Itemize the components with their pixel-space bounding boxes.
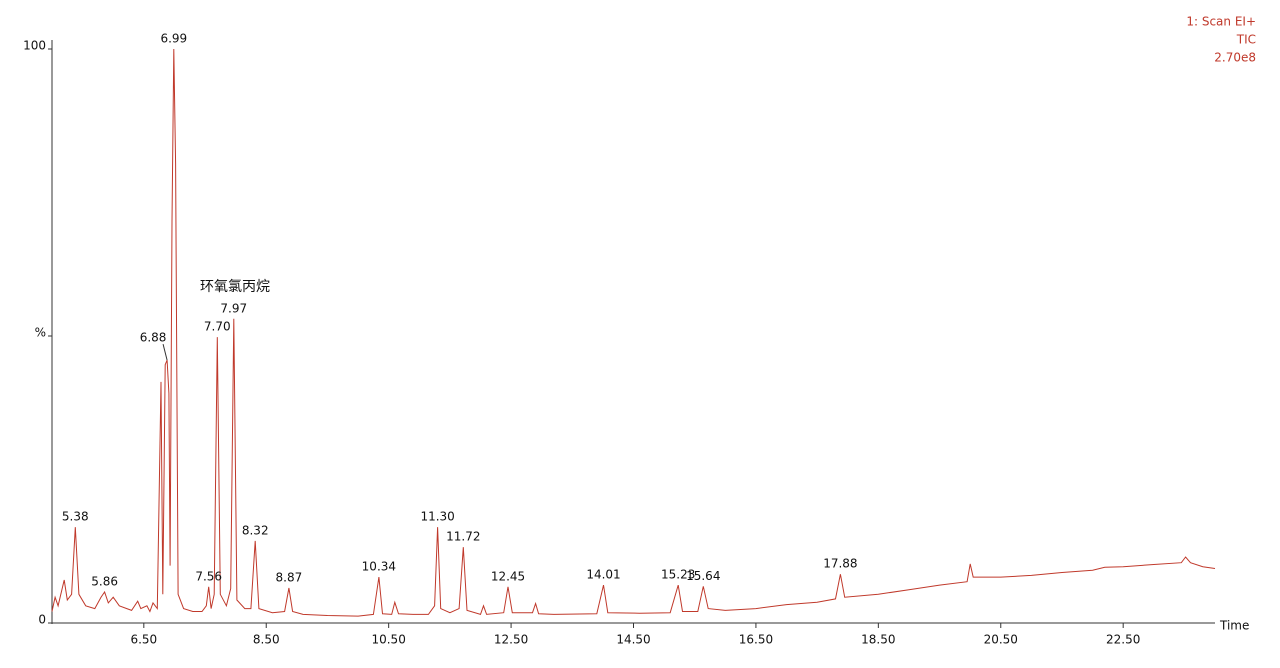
info-line: 1: Scan EI+ xyxy=(1186,15,1256,29)
peak-label: 11.72 xyxy=(446,530,480,544)
annotation: 环氧氯丙烷 xyxy=(200,279,270,295)
x-tick-label: 22.50 xyxy=(1106,633,1140,647)
peak-label: 8.87 xyxy=(276,570,303,584)
x-tick-label: 14.50 xyxy=(616,633,650,647)
peak-label: 15.23 xyxy=(661,568,695,582)
y-tick-label: 100 xyxy=(23,39,46,53)
x-tick-label: 8.50 xyxy=(253,633,280,647)
peak-label: 5.38 xyxy=(62,510,89,524)
y-tick-label: 0 xyxy=(38,613,46,627)
peak-label: 15.64 xyxy=(686,569,720,583)
y-tick-label: % xyxy=(35,326,46,340)
peak-label: 5.86 xyxy=(91,575,118,589)
peak-label: 17.88 xyxy=(823,557,857,571)
peak-label: 6.88 xyxy=(140,331,167,345)
peak-label: 14.01 xyxy=(586,568,620,582)
info-line: 2.70e8 xyxy=(1214,51,1256,65)
x-tick-label: 12.50 xyxy=(494,633,528,647)
peak-label: 11.30 xyxy=(420,510,454,524)
peak-label: 10.34 xyxy=(362,560,396,574)
x-tick-label: 16.50 xyxy=(739,633,773,647)
peak-label: 6.99 xyxy=(160,32,187,46)
trace xyxy=(51,48,1216,617)
peak-label: 7.70 xyxy=(204,320,231,334)
peak-label: 8.32 xyxy=(242,523,269,537)
peak-label: 7.56 xyxy=(195,569,222,583)
x-tick-label: 18.50 xyxy=(861,633,895,647)
x-axis-label: Time xyxy=(1219,619,1249,633)
info-line: TIC xyxy=(1236,33,1256,47)
x-tick-label: 20.50 xyxy=(984,633,1018,647)
peak-label: 7.97 xyxy=(220,301,247,315)
x-tick-label: 6.50 xyxy=(130,633,157,647)
x-tick-label: 10.50 xyxy=(371,633,405,647)
peak-label: 12.45 xyxy=(491,569,525,583)
leader-line xyxy=(162,343,168,361)
